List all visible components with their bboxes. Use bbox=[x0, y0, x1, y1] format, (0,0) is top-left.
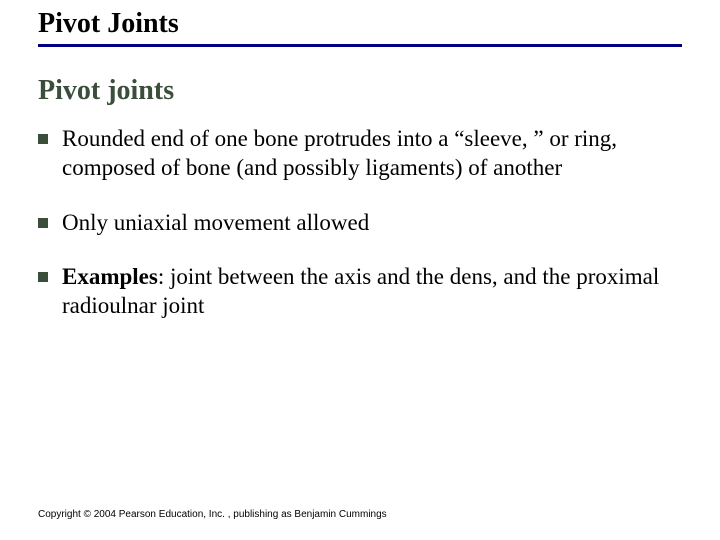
bullet-item: Rounded end of one bone protrudes into a… bbox=[38, 125, 682, 183]
slide: Pivot Joints Pivot joints Rounded end of… bbox=[0, 0, 720, 540]
bullet-text: Only uniaxial movement allowed bbox=[62, 209, 682, 238]
bullet-item: Examples: joint between the axis and the… bbox=[38, 263, 682, 321]
bullet-item: Only uniaxial movement allowed bbox=[38, 209, 682, 238]
bullet-square-icon bbox=[38, 218, 48, 228]
title-area: Pivot Joints bbox=[0, 0, 720, 40]
slide-title: Pivot Joints bbox=[38, 8, 720, 40]
copyright-footer: Copyright © 2004 Pearson Education, Inc.… bbox=[38, 509, 387, 520]
bullet-list: Rounded end of one bone protrudes into a… bbox=[0, 107, 720, 321]
bullet-text: Rounded end of one bone protrudes into a… bbox=[62, 125, 682, 183]
examples-label: Examples bbox=[62, 264, 158, 289]
bullet-square-icon bbox=[38, 272, 48, 282]
slide-subtitle: Pivot joints bbox=[0, 47, 720, 107]
bullet-square-icon bbox=[38, 134, 48, 144]
bullet-text: Examples: joint between the axis and the… bbox=[62, 263, 682, 321]
